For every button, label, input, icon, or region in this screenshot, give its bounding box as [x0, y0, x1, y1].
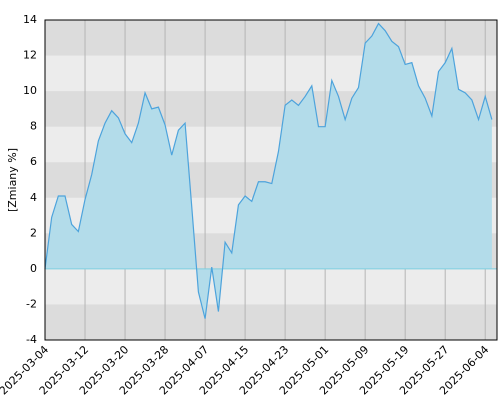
y-tick-label: 12 [23, 49, 37, 62]
y-tick-label: 8 [30, 120, 37, 133]
plot-border [44, 19, 498, 341]
grid-band [45, 20, 497, 56]
line [44, 22, 493, 319]
y-axis-label: [Zmiany %] [6, 148, 19, 212]
y-tick-label: 14 [23, 13, 37, 26]
y-tick-label: -4 [26, 333, 37, 346]
y-tick-label: -2 [26, 297, 37, 310]
y-tick-label: 10 [23, 84, 37, 97]
y-tick-label: 0 [30, 262, 37, 275]
y-tick-label: 2 [30, 226, 37, 239]
y-tick-label: 4 [30, 191, 37, 204]
grid-band [45, 304, 497, 340]
area [45, 23, 492, 319]
y-tick-label: 6 [30, 155, 37, 168]
